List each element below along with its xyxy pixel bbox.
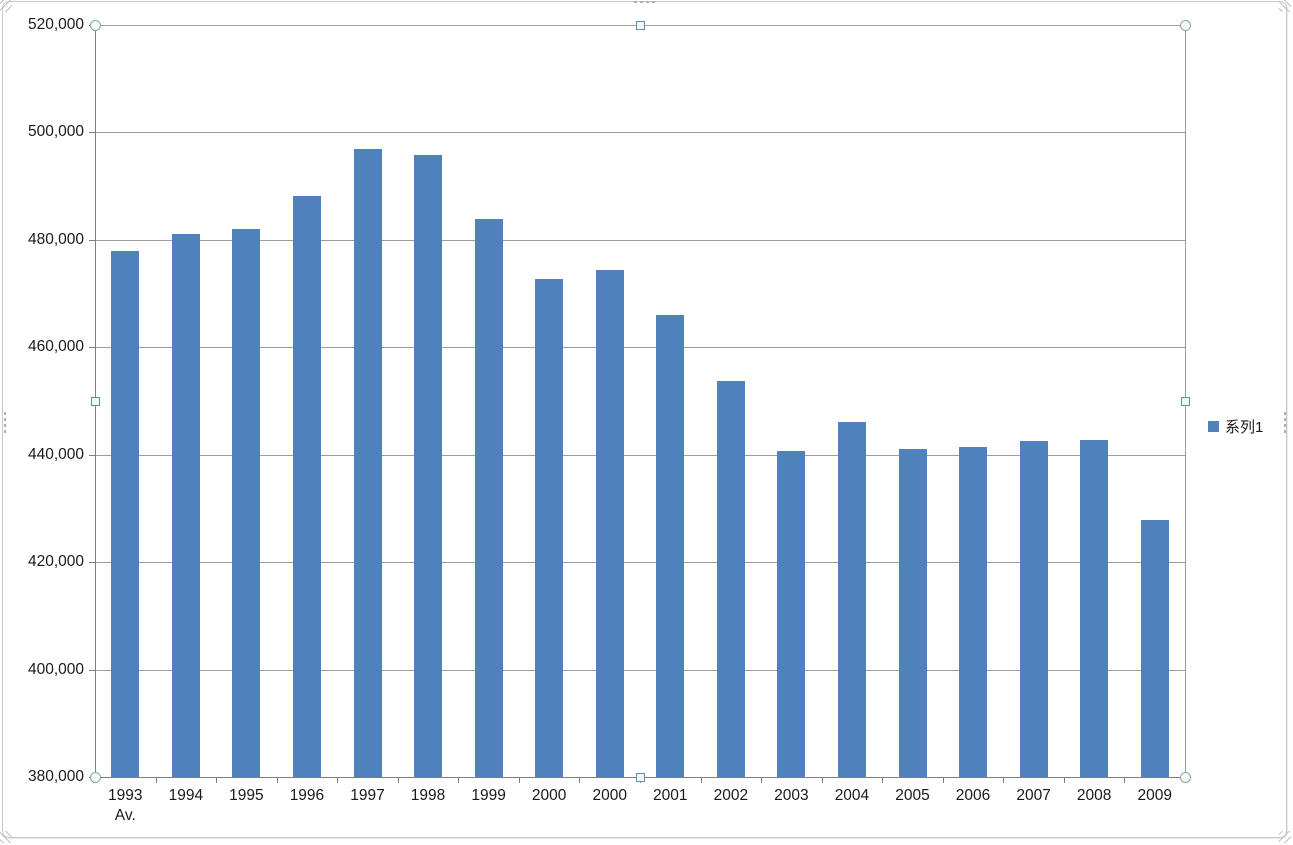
y-axis-tick <box>89 240 95 241</box>
bar-1998-5[interactable] <box>414 155 442 777</box>
x-axis-tick <box>761 778 762 783</box>
legend[interactable]: 系列1 <box>1208 416 1263 437</box>
bar-1996-3[interactable] <box>293 196 321 777</box>
selection-handle-bottom-right[interactable] <box>1179 771 1191 783</box>
x-axis-tick <box>277 778 278 783</box>
x-axis-tick <box>1124 778 1125 783</box>
x-axis-tick <box>398 778 399 783</box>
gridline <box>95 670 1185 671</box>
bar-1997-4[interactable] <box>354 149 382 777</box>
x-axis-tick <box>1064 778 1065 783</box>
bar-2008-16[interactable] <box>1080 440 1108 777</box>
frame-grip-top-left[interactable] <box>0 0 12 12</box>
gridline <box>95 240 1185 241</box>
frame-grip-bottom-right[interactable] <box>1279 831 1291 843</box>
frame-grip-left[interactable] <box>4 412 6 436</box>
bar-2002-10[interactable] <box>717 381 745 777</box>
bar-1999-6[interactable] <box>475 219 503 777</box>
y-axis-tick <box>89 670 95 671</box>
gridline <box>95 455 1185 456</box>
x-axis-label: 2001 <box>653 787 688 804</box>
x-axis-tick <box>701 778 702 783</box>
selection-handle-top-right[interactable] <box>1179 19 1191 31</box>
bar-2006-14[interactable] <box>959 447 987 777</box>
bar-2005-13[interactable] <box>899 449 927 777</box>
frame-grip-bottom-left[interactable] <box>0 831 12 843</box>
bar-2004-12[interactable] <box>838 422 866 777</box>
frame-grip-top[interactable] <box>634 1 658 3</box>
y-axis-label: 500,000 <box>27 123 84 140</box>
x-axis-label: 2006 <box>955 787 991 804</box>
bar-2003-11[interactable] <box>777 451 805 777</box>
y-axis-label: 520,000 <box>27 16 84 33</box>
x-axis-label: 2000 <box>531 787 567 804</box>
frame-grip-right[interactable] <box>1284 412 1286 436</box>
x-axis-label: 2009 <box>1137 787 1172 804</box>
selection-handle-top-left[interactable] <box>89 19 101 31</box>
y-axis-tick <box>89 562 95 563</box>
y-axis-label: 420,000 <box>27 553 84 570</box>
y-axis-label: 380,000 <box>27 768 84 785</box>
x-axis-tick <box>519 778 520 783</box>
x-axis-label: 2003 <box>774 787 809 804</box>
y-axis-tick <box>89 347 95 348</box>
x-axis-label: 1997 <box>350 787 385 804</box>
frame-grip-top-right[interactable] <box>1279 0 1291 12</box>
y-axis-tick <box>89 455 95 456</box>
gridline <box>95 132 1185 133</box>
y-axis-label: 460,000 <box>27 338 84 355</box>
legend-series-swatch-icon <box>1208 421 1219 432</box>
selection-handle-bottom-left[interactable] <box>89 771 101 783</box>
bar-2000-7[interactable] <box>535 279 563 777</box>
x-axis-label: 2002 <box>713 787 749 804</box>
x-axis-label: 2000 <box>592 787 627 804</box>
x-axis-tick <box>579 778 580 783</box>
bar-2000-8[interactable] <box>596 270 624 777</box>
bar-2001-9[interactable] <box>656 315 684 777</box>
bar-2007-15[interactable] <box>1020 441 1048 777</box>
x-axis-label: 1995 <box>229 787 264 804</box>
gridline <box>95 347 1185 348</box>
x-axis-tick <box>882 778 883 783</box>
y-axis-label: 440,000 <box>27 446 84 463</box>
gridline <box>95 562 1185 563</box>
x-axis-tick <box>943 778 944 783</box>
legend-series-label: 系列1 <box>1225 419 1264 436</box>
x-axis-label: 2007 <box>1016 787 1051 804</box>
x-axis-label: 2004 <box>834 787 870 804</box>
y-axis-label: 400,000 <box>27 661 84 678</box>
bar-1993-0[interactable] <box>111 251 139 777</box>
x-axis-tick <box>1003 778 1004 783</box>
x-axis-label: 1999 <box>471 787 506 804</box>
x-axis-tick <box>458 778 459 783</box>
x-axis-label: 2008 <box>1076 787 1112 804</box>
x-axis-tick <box>822 778 823 783</box>
y-axis-label: 480,000 <box>27 231 84 248</box>
selection-handle-top-center[interactable] <box>635 20 645 30</box>
x-axis-tick <box>156 778 157 783</box>
y-axis-tick <box>89 132 95 133</box>
x-axis-label: 1996 <box>289 787 325 804</box>
x-axis-label: 1994 <box>168 787 204 804</box>
x-axis-label: 1998 <box>410 787 446 804</box>
bar-1995-2[interactable] <box>232 229 260 777</box>
bar-1994-1[interactable] <box>172 234 200 777</box>
x-axis-label: 1993 Av. <box>108 787 143 824</box>
x-axis-tick <box>216 778 217 783</box>
selection-handle-middle-right[interactable] <box>1180 396 1190 406</box>
bar-2009-17[interactable] <box>1141 520 1169 777</box>
selection-handle-middle-left[interactable] <box>90 396 100 406</box>
x-axis-tick <box>337 778 338 783</box>
x-axis-label: 2005 <box>895 787 930 804</box>
selection-handle-bottom-center[interactable] <box>635 772 645 782</box>
